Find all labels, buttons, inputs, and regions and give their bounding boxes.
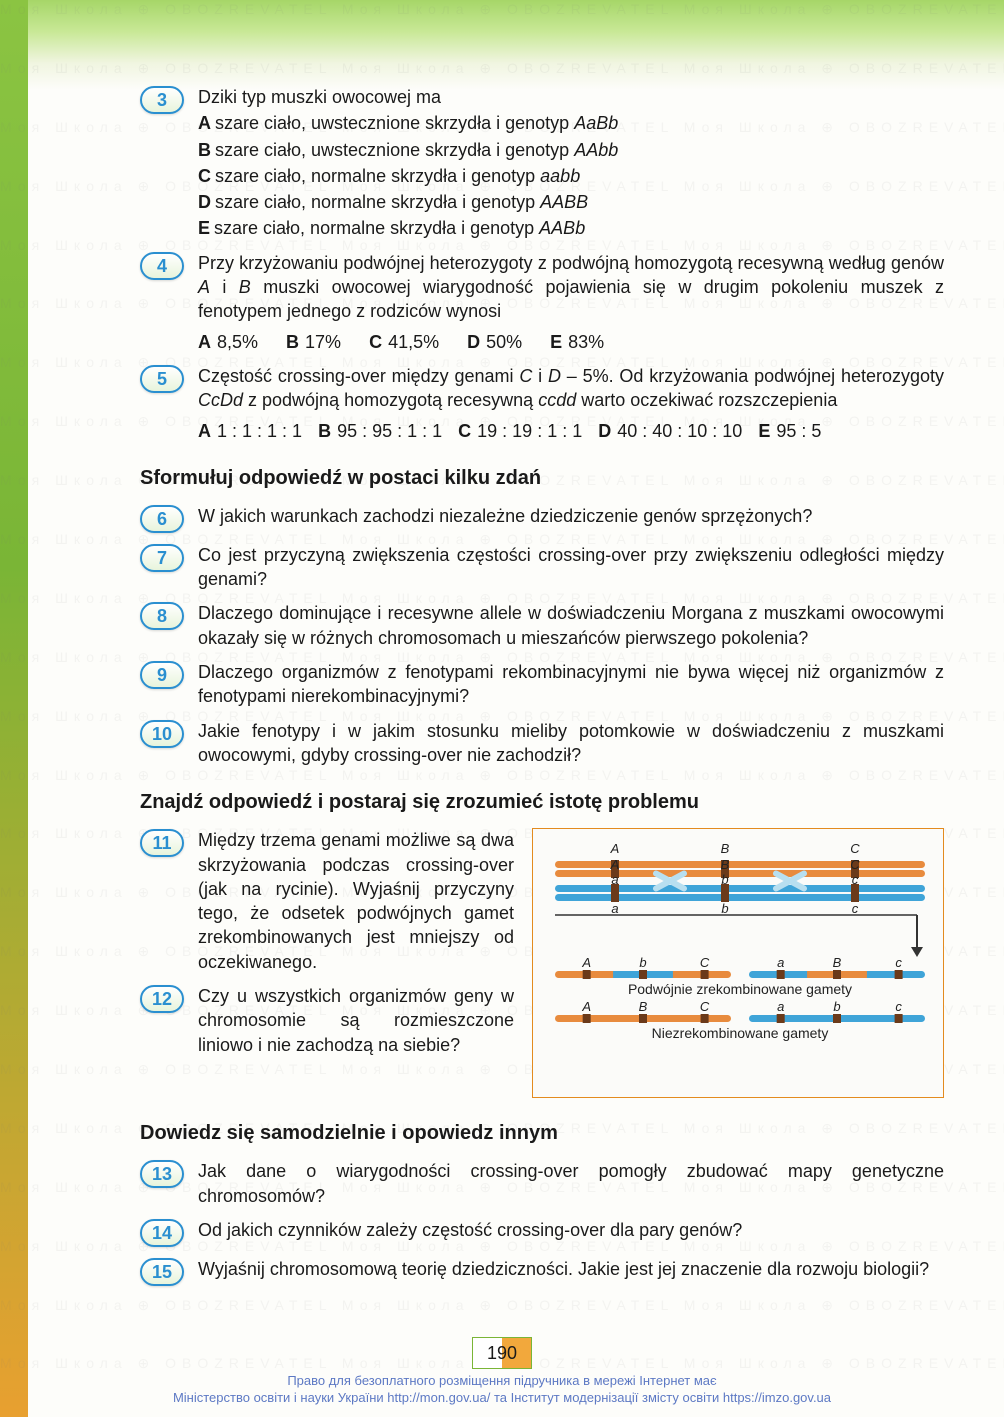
column-left: 11 Między trzema genami możliwe są dwa sk… <box>140 828 514 1067</box>
question-6: 6 W jakich warunkach zachodzi niezależne … <box>140 504 944 533</box>
question-9: 9 Dlaczego organizmów z fenotypami rekomb… <box>140 660 944 709</box>
question-11: 11 Między trzema genami możliwe są dwa sk… <box>140 828 514 974</box>
question-text: Przy krzyżowaniu podwójnej heterozygoty … <box>198 253 944 322</box>
option-line: Bszare ciało, uwstecznione skrzydła i ge… <box>198 138 944 162</box>
svg-text:Niezrekombinowane gamety: Niezrekombinowane gamety <box>652 1025 829 1041</box>
question-14: 14 Od jakich czynników zależy częstość cr… <box>140 1218 944 1247</box>
question-text: Dziki typ muszki owocowej ma <box>198 87 441 107</box>
option-line: Dszare ciało, normalne skrzydła i genoty… <box>198 190 944 214</box>
question-body: Dlaczego organizmów z fenotypami rekombi… <box>198 660 944 709</box>
question-13: 13 Jak dane o wiarygodności crossing-over… <box>140 1159 944 1208</box>
page-number: 190 <box>487 1341 517 1365</box>
svg-text:c: c <box>852 872 859 887</box>
question-body: Częstość crossing-over między genami C i… <box>198 364 944 443</box>
question-number: 13 <box>140 1160 184 1188</box>
svg-text:b: b <box>721 872 728 887</box>
question-15: 15 Wyjaśnij chromosomową teorię dziedzicz… <box>140 1257 944 1286</box>
two-column-layout: 11 Między trzema genami możliwe są dwa sk… <box>140 828 944 1098</box>
option-line: Eszare ciało, normalne skrzydła i genoty… <box>198 216 944 240</box>
option: B95 : 95 : 1 : 1 <box>318 421 442 441</box>
question-number: 12 <box>140 985 184 1013</box>
svg-text:A: A <box>581 999 591 1014</box>
question-number: 9 <box>140 661 184 689</box>
svg-text:C: C <box>700 955 710 970</box>
svg-text:A: A <box>610 841 620 856</box>
svg-text:C: C <box>850 841 860 856</box>
question-number: 7 <box>140 544 184 572</box>
svg-text:a: a <box>777 999 784 1014</box>
svg-text:B: B <box>721 857 730 872</box>
question-10: 10 Jakie fenotypy i w jakim stosunku miel… <box>140 719 944 768</box>
question-body: Co jest przyczyną zwiększenia częstości … <box>198 543 944 592</box>
option-line: Cszare ciało, normalne skrzydła i genoty… <box>198 164 944 188</box>
svg-text:B: B <box>721 841 730 856</box>
inline-options: A1 : 1 : 1 : 1 B95 : 95 : 1 : 1 C19 : 19 :… <box>198 419 964 443</box>
question-body: Od jakich czynników zależy częstość cros… <box>198 1218 944 1242</box>
option: E95 : 5 <box>758 421 821 441</box>
svg-text:b: b <box>833 999 840 1014</box>
question-body: Wyjaśnij chromosomową teorię dziedziczno… <box>198 1257 944 1281</box>
option: E83% <box>550 332 604 352</box>
section-heading-2: Znajdź odpowiedź i postaraj się zrozumie… <box>140 789 944 816</box>
option: A1 : 1 : 1 : 1 <box>198 421 302 441</box>
svg-text:a: a <box>611 872 618 887</box>
svg-text:B: B <box>639 999 648 1014</box>
svg-text:a: a <box>777 955 784 970</box>
option: C19 : 19 : 1 : 1 <box>458 421 582 441</box>
footer-text: Право для безоплатного розміщення підруч… <box>0 1372 1004 1407</box>
crossing-over-diagram: ABCAaaBbbCccAbCaBcPodwójnie zrekombinowa… <box>532 828 944 1098</box>
inline-options: A8,5% B17% C41,5% D50% E83% <box>198 330 944 354</box>
page-number-box: 190 <box>472 1337 532 1369</box>
question-number: 14 <box>140 1219 184 1247</box>
option: D40 : 40 : 10 : 10 <box>598 421 742 441</box>
question-body: Jakie fenotypy i w jakim stosunku mielib… <box>198 719 944 768</box>
svg-text:C: C <box>700 999 710 1014</box>
svg-text:Podwójnie zrekombinowane gamet: Podwójnie zrekombinowane gamety <box>628 981 852 997</box>
svg-text:C: C <box>850 857 860 872</box>
svg-text:A: A <box>610 857 620 872</box>
svg-text:b: b <box>639 955 646 970</box>
question-number: 5 <box>140 365 184 393</box>
diagram-svg: ABCAaaBbbCccAbCaBcPodwójnie zrekombinowa… <box>543 839 933 1089</box>
option: C41,5% <box>369 332 439 352</box>
option-line: Aszare ciało, uwstecznione skrzydła i ge… <box>198 111 944 135</box>
svg-text:a: a <box>611 901 618 916</box>
question-3: 3 Dziki typ muszki owocowej ma Aszare ci… <box>140 85 944 241</box>
question-body: W jakich warunkach zachodzi niezależne d… <box>198 504 944 528</box>
svg-text:c: c <box>895 999 902 1014</box>
section-heading-3: Dowiedz się samodzielnie i opowiedz inny… <box>140 1120 944 1147</box>
question-8: 8 Dlaczego dominujące i recesywne allele … <box>140 601 944 650</box>
question-body: Między trzema genami możliwe są dwa skrz… <box>198 828 514 974</box>
svg-text:B: B <box>833 955 842 970</box>
question-7: 7 Co jest przyczyną zwiększenia częstości… <box>140 543 944 592</box>
svg-text:A: A <box>581 955 591 970</box>
question-body: Przy krzyżowaniu podwójnej heterozygoty … <box>198 251 944 354</box>
footer-line-1: Право для безоплатного розміщення підруч… <box>0 1372 1004 1390</box>
question-body: Dziki typ muszki owocowej ma Aszare ciał… <box>198 85 944 241</box>
option: B17% <box>286 332 341 352</box>
question-12: 12 Czy u wszystkich organizmów geny w chr… <box>140 984 514 1057</box>
question-number: 15 <box>140 1258 184 1286</box>
question-5: 5 Częstość crossing-over między genami C… <box>140 364 944 443</box>
question-number: 10 <box>140 720 184 748</box>
question-number: 11 <box>140 829 184 857</box>
question-text: Częstość crossing-over między genami C i… <box>198 366 944 410</box>
question-body: Jak dane o wiarygodności crossing-over p… <box>198 1159 944 1208</box>
question-number: 3 <box>140 86 184 114</box>
section-heading-1: Sformułuj odpowiedź w postaci kilku zdań <box>140 465 944 492</box>
question-body: Dlaczego dominujące i recesywne allele w… <box>198 601 944 650</box>
svg-text:b: b <box>721 901 728 916</box>
question-4: 4 Przy krzyżowaniu podwójnej heterozygot… <box>140 251 944 354</box>
svg-text:c: c <box>895 955 902 970</box>
question-body: Czy u wszystkich organizmów geny w chrom… <box>198 984 514 1057</box>
svg-text:c: c <box>852 901 859 916</box>
option: A8,5% <box>198 332 258 352</box>
question-number: 8 <box>140 602 184 630</box>
footer-line-2: Міністерство освіти і науки України http… <box>0 1389 1004 1407</box>
question-number: 6 <box>140 505 184 533</box>
option: D50% <box>467 332 522 352</box>
question-number: 4 <box>140 252 184 280</box>
page-content: 3 Dziki typ muszki owocowej ma Aszare ci… <box>0 0 1004 1286</box>
